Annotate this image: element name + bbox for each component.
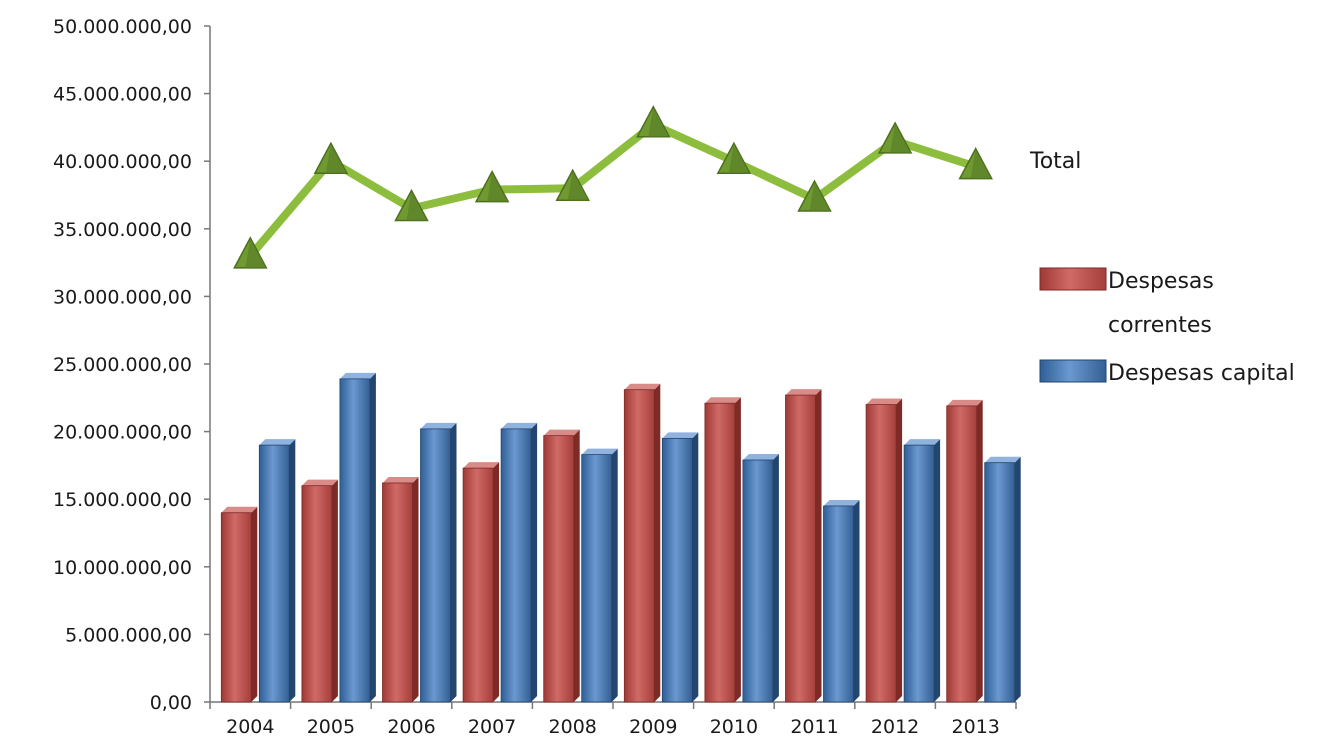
legend-item-despesas-correntes: Despesas correntes xyxy=(1039,267,1214,338)
y-axis: 0,00 5.000.000,00 10.000.000,00 15.000.000,… xyxy=(53,16,211,714)
total-marker-2012 xyxy=(877,121,913,154)
y-tick-label: 40.000.000,00 xyxy=(53,151,192,173)
x-axis: 2004 2005 2006 2007 2008 2009 2010 2011 2012 2013 xyxy=(209,701,1017,738)
bar-despesas-capital-2012 xyxy=(903,439,941,703)
x-tick-label: 2006 xyxy=(387,716,435,738)
legend-label: Despesas xyxy=(1108,269,1214,294)
bar-despesas-capital-2004 xyxy=(258,439,296,703)
legend-label-total: Total xyxy=(1029,149,1081,174)
bar-despesas-capital-2006 xyxy=(420,422,457,703)
bar-despesas-capital-2010 xyxy=(742,453,779,703)
bar-series-group xyxy=(220,372,1021,703)
x-tick-label: 2005 xyxy=(307,716,355,738)
bar-despesas-capital-2008 xyxy=(581,448,618,703)
total-marker-2008 xyxy=(555,168,590,201)
bar-despesas-correntes-2007 xyxy=(462,462,500,703)
legend: Total Despesas correntes Despesas capital xyxy=(1029,149,1295,386)
bar-despesas-capital-2009 xyxy=(661,432,699,703)
legend-label: correntes xyxy=(1108,313,1212,338)
bar-despesas-correntes-2006 xyxy=(382,476,419,703)
y-tick-label: 30.000.000,00 xyxy=(53,286,192,308)
total-line-group xyxy=(233,105,993,269)
y-tick-label: 20.000.000,00 xyxy=(53,422,192,444)
legend-swatch xyxy=(1039,359,1107,383)
x-tick-label: 2007 xyxy=(468,716,516,738)
bar-despesas-correntes-2005 xyxy=(301,479,338,703)
x-tick-label: 2011 xyxy=(790,716,838,738)
total-marker-2007 xyxy=(474,169,510,203)
legend-label: Despesas capital xyxy=(1108,361,1295,386)
bar-despesas-correntes-2004 xyxy=(220,506,258,703)
total-line xyxy=(246,120,980,260)
y-tick-label: 5.000.000,00 xyxy=(65,624,192,646)
y-tick-label: 45.000.000,00 xyxy=(53,84,192,106)
bar-despesas-capital-2005 xyxy=(339,372,376,703)
total-marker-2006 xyxy=(394,188,429,222)
x-tick-label: 2004 xyxy=(226,716,274,738)
bar-despesas-capital-2011 xyxy=(823,499,860,703)
bar-despesas-correntes-2010 xyxy=(704,397,741,703)
x-tick-label: 2012 xyxy=(871,716,919,738)
y-tick-label: 35.000.000,00 xyxy=(53,219,192,241)
x-tick-label: 2009 xyxy=(629,716,677,738)
bar-despesas-correntes-2013 xyxy=(946,399,983,703)
y-tick-label: 0,00 xyxy=(150,692,192,714)
x-tick-label: 2008 xyxy=(549,716,597,738)
total-marker-2013 xyxy=(958,147,993,180)
bar-despesas-capital-2013 xyxy=(984,456,1021,703)
total-marker-2004 xyxy=(233,236,268,269)
y-tick-label: 10.000.000,00 xyxy=(53,557,192,579)
bar-despesas-correntes-2012 xyxy=(865,398,903,703)
x-tick-label: 2013 xyxy=(952,716,1000,738)
total-marker-2005 xyxy=(313,141,349,174)
bar-despesas-correntes-2008 xyxy=(543,429,580,703)
bar-despesas-capital-2007 xyxy=(500,422,538,703)
bar-despesas-correntes-2009 xyxy=(623,383,661,703)
y-tick-label: 25.000.000,00 xyxy=(53,354,192,376)
bar-despesas-correntes-2011 xyxy=(785,389,822,703)
x-tick-label: 2010 xyxy=(710,716,758,738)
y-tick-label: 50.000.000,00 xyxy=(53,16,192,38)
total-marker-2009 xyxy=(636,105,671,138)
total-marker-2010 xyxy=(716,141,752,174)
y-tick-label: 15.000.000,00 xyxy=(53,489,192,511)
total-marker-2011 xyxy=(797,179,832,212)
legend-swatch xyxy=(1039,267,1107,291)
legend-item-despesas-capital: Despesas capital xyxy=(1039,359,1295,386)
